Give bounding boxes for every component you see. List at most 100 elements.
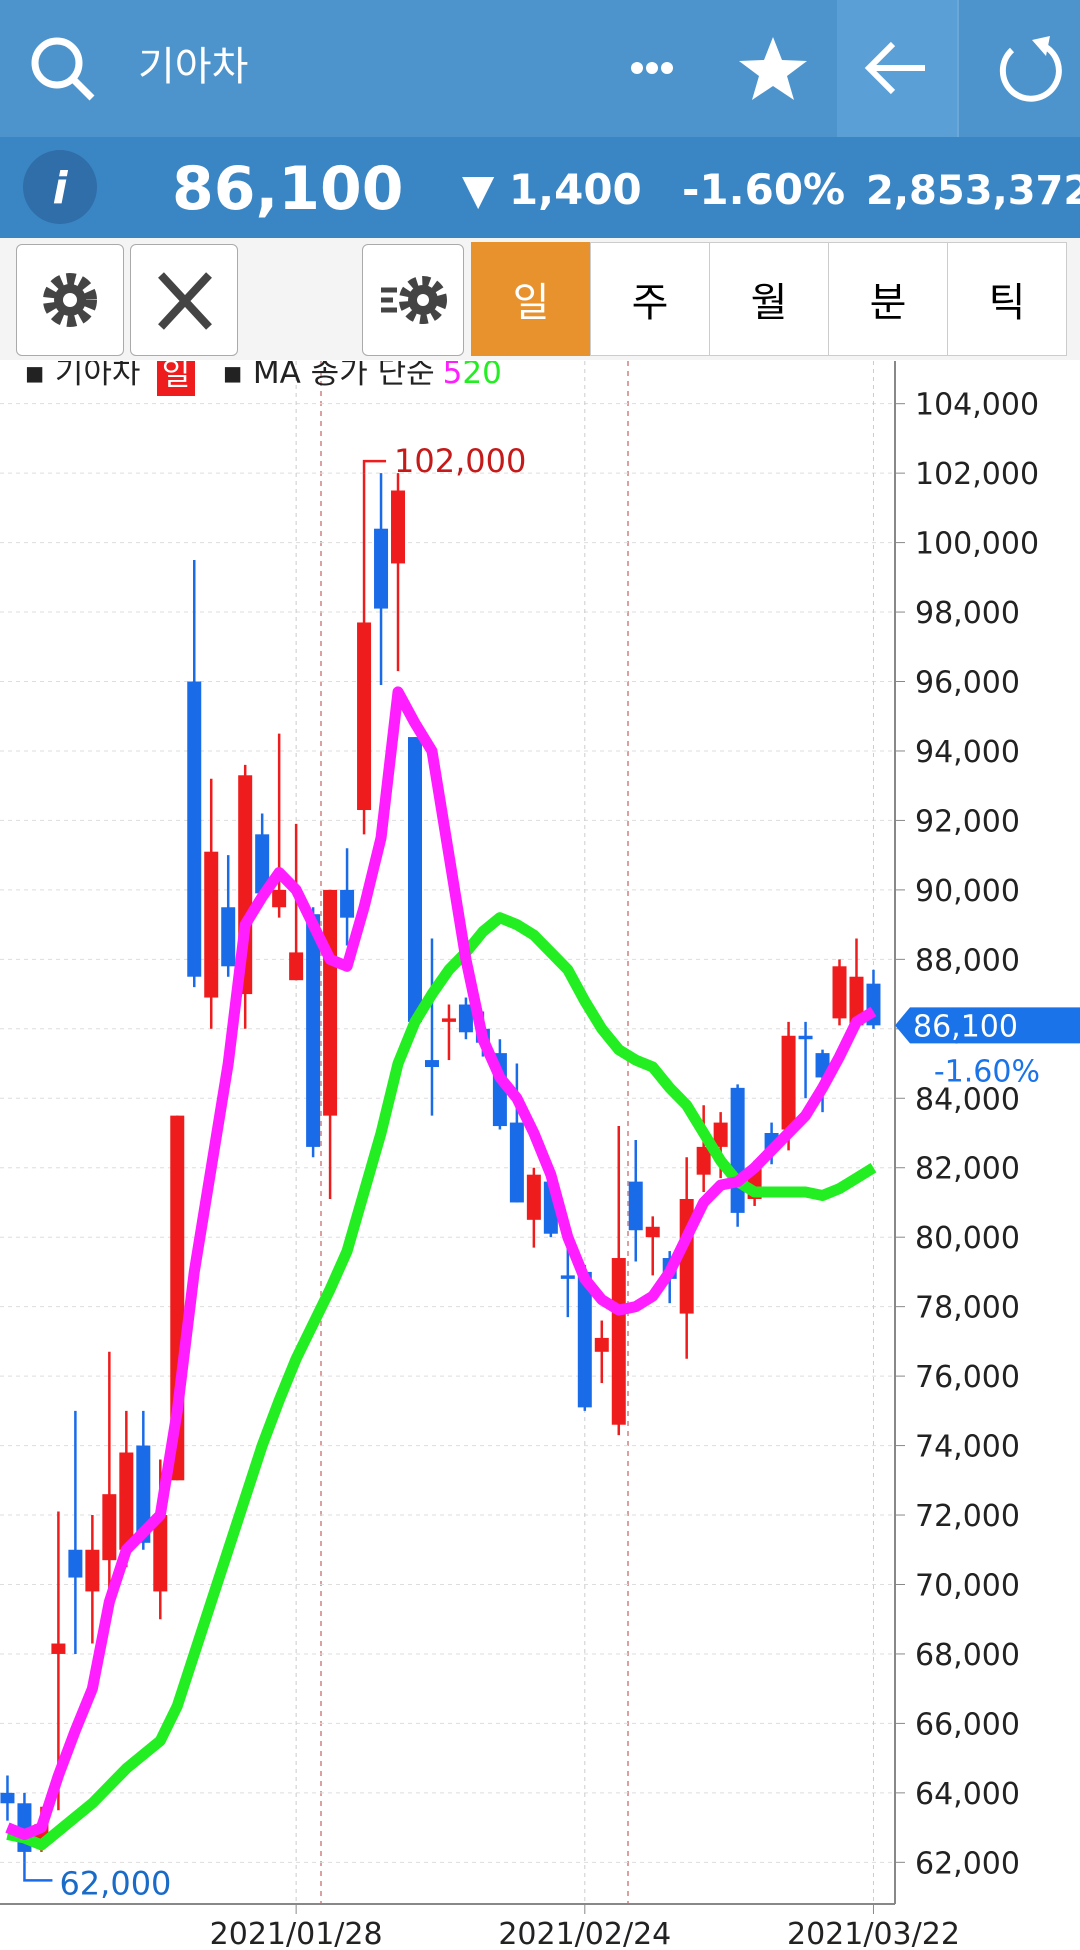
- candle-body: [407, 737, 422, 1022]
- legend: ▪ MA 종가 단순 520: [222, 361, 502, 391]
- candle-body: [102, 1494, 117, 1561]
- star-icon[interactable]: [739, 37, 807, 100]
- candle-body: [441, 1018, 456, 1022]
- y-tick-label: 74,000: [915, 1430, 1020, 1465]
- candle-body: [357, 622, 372, 811]
- candle-body: [594, 1337, 609, 1352]
- y-tick-label: 70,000: [915, 1568, 1020, 1603]
- candle-body: [611, 1258, 626, 1425]
- change: ▼ 1,400: [462, 165, 642, 214]
- candle-body: [187, 681, 202, 977]
- candle-body: [849, 976, 864, 1026]
- ma-legend: 5: [443, 361, 463, 391]
- candle-body: [221, 907, 236, 967]
- header-icons: 기아차: [31, 0, 1062, 137]
- candle-body: [255, 834, 270, 894]
- settings-button[interactable]: [16, 244, 124, 356]
- back-icon[interactable]: [864, 41, 925, 95]
- candle-body: [798, 1035, 813, 1040]
- min-label: 62,000: [59, 1864, 171, 1902]
- candle-body: [0, 1792, 15, 1804]
- max-label: 102,000: [394, 442, 526, 480]
- y-tick-label: 102,000: [915, 457, 1039, 492]
- y-tick-label: 94,000: [915, 735, 1020, 770]
- candle-body: [509, 1122, 524, 1203]
- tools-button[interactable]: [130, 244, 238, 356]
- search-icon[interactable]: [31, 37, 83, 89]
- y-tick-label: 92,000: [915, 804, 1020, 839]
- candle-body: [119, 1452, 134, 1550]
- candle-body: [832, 966, 847, 1019]
- y-tick-label: 72,000: [915, 1499, 1020, 1534]
- period-tab[interactable]: 분: [828, 242, 948, 356]
- candle-body: [51, 1643, 66, 1654]
- period-tab[interactable]: 월: [709, 242, 829, 356]
- refresh-icon[interactable]: [999, 42, 1062, 102]
- candle-body: [526, 1174, 541, 1220]
- period-tab[interactable]: 일: [471, 242, 591, 356]
- y-tick-label: 68,000: [915, 1638, 1020, 1673]
- candle-body: [306, 914, 321, 1147]
- candle-body: [323, 889, 338, 1116]
- candle-body: [577, 1271, 592, 1408]
- rate: -1.60%: [682, 165, 845, 214]
- candle-body: [645, 1226, 660, 1238]
- price: 86,100: [172, 154, 404, 224]
- candle-body: [204, 851, 219, 998]
- legend: ▪ 기아차: [24, 361, 140, 391]
- candle-body: [713, 1122, 728, 1147]
- candle-body: [781, 1035, 796, 1130]
- max-arrow: [362, 459, 387, 474]
- y-tick-label: 90,000: [915, 874, 1020, 909]
- y-tick-label: 96,000: [915, 666, 1020, 701]
- stock-title: 기아차: [138, 44, 248, 90]
- indicator-settings-button[interactable]: [362, 244, 464, 356]
- candle-body: [374, 528, 389, 609]
- y-tick-label: 100,000: [915, 527, 1039, 562]
- y-tick-label: 64,000: [915, 1777, 1020, 1812]
- period-tab[interactable]: 틱: [947, 242, 1067, 356]
- candle-body: [424, 1060, 439, 1068]
- y-tick-label: 80,000: [915, 1221, 1020, 1256]
- candle-body: [85, 1549, 100, 1592]
- x-tick-label: 2021/02/24: [498, 1917, 671, 1950]
- ma-line: [6, 912, 877, 1851]
- y-tick-label: 104,000: [915, 388, 1039, 423]
- candle-body: [458, 1004, 473, 1033]
- candle-body: [272, 889, 287, 908]
- quote-content: i 86,100 ▼ 1,400 -1.60% 2,853,372: [23, 150, 1080, 224]
- candle-body: [289, 952, 304, 981]
- candle-body: [628, 1181, 643, 1231]
- candle-body: [153, 1515, 168, 1592]
- x-tick-label: 2021/03/22: [787, 1917, 960, 1950]
- ma-legend: 20: [462, 361, 501, 391]
- y-tick-label: 62,000: [915, 1846, 1020, 1881]
- y-tick-label: 98,000: [915, 596, 1020, 631]
- legend-marker: ▪: [222, 361, 253, 391]
- candle-body: [696, 1146, 711, 1175]
- y-tick-label: 76,000: [915, 1360, 1020, 1395]
- period-tab[interactable]: 주: [590, 242, 710, 356]
- candle-body: [560, 1275, 575, 1279]
- legend-period: 일: [162, 361, 191, 393]
- y-tick-label: 82,000: [915, 1152, 1020, 1187]
- ma-line: [5, 686, 877, 1841]
- quote-bar: i 86,100 ▼ 1,400 -1.60% 2,853,372: [0, 137, 1080, 238]
- ma-label: MA 종가 단순: [253, 361, 435, 391]
- last-price-box: [895, 1007, 1080, 1044]
- app-header: 기아차: [0, 0, 1080, 137]
- x-tick-label: 2021/01/28: [210, 1917, 383, 1950]
- svg-text:i: i: [52, 163, 68, 214]
- y-tick-label: 84,000: [915, 1082, 1020, 1117]
- legend-marker: ▪: [24, 361, 55, 391]
- period-badge: [157, 361, 195, 396]
- last-price-label: 86,100: [913, 1009, 1018, 1044]
- candle-body: [730, 1087, 745, 1213]
- volume: 2,853,372: [866, 168, 1080, 214]
- chart: 62,000 64,000 66,000 68,000 70,000 72,000 74,0…: [0, 361, 1080, 1950]
- y-tick-label: 78,000: [915, 1291, 1020, 1326]
- y-tick-label: 66,000: [915, 1707, 1020, 1742]
- candle-body: [391, 490, 406, 564]
